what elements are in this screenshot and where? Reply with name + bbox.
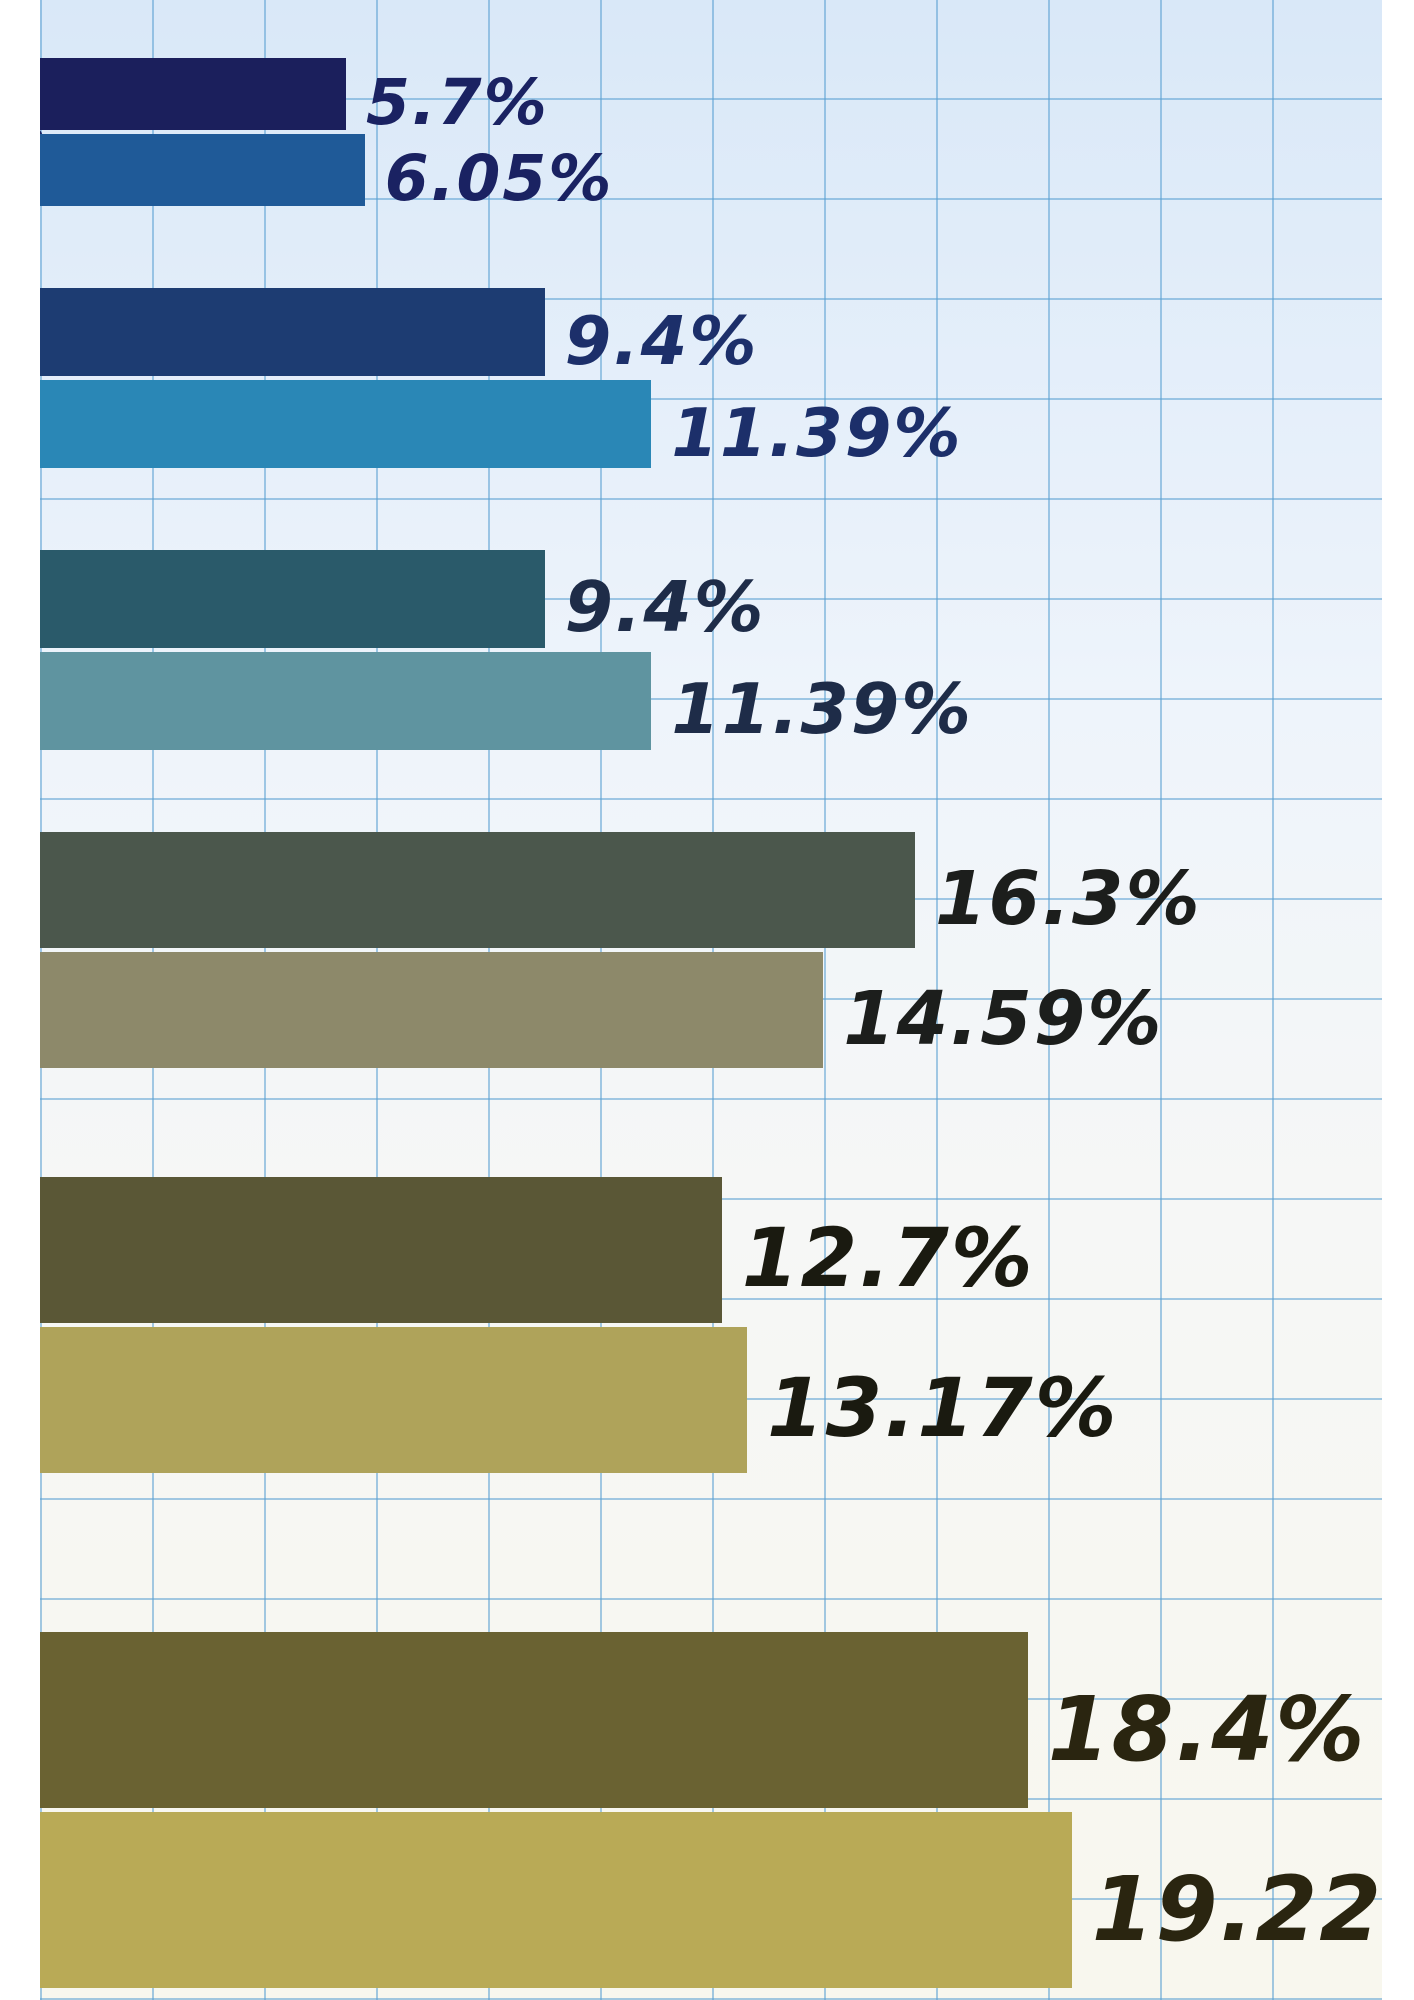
value-label: 11.39% [671, 669, 973, 751]
value-label: 11.39% [671, 393, 963, 472]
value-label: 6.05% [384, 142, 614, 216]
value-label: 5.7% [365, 66, 549, 140]
bar [40, 550, 545, 648]
bar [40, 1632, 1028, 1808]
bar [40, 288, 545, 376]
bar [40, 134, 365, 206]
value-label: 14.59% [843, 975, 1164, 1062]
value-label: 9.4% [564, 567, 766, 649]
value-label: 19.22% [1091, 1856, 1382, 1961]
value-label: 18.4% [1047, 1676, 1367, 1781]
value-label: 12.7% [741, 1211, 1035, 1307]
chart: 01– 05.7%6.05%9.4%11.39%9.4%11.39%16.3%1… [40, 0, 1382, 2000]
bar [40, 58, 346, 130]
bar [40, 832, 915, 948]
bar [40, 1812, 1072, 1988]
value-label: 9.4% [564, 301, 759, 380]
value-label: 13.17% [766, 1361, 1119, 1457]
bar [40, 1177, 722, 1323]
bar [40, 652, 652, 750]
bar [40, 1327, 747, 1473]
value-label: 16.3% [934, 855, 1202, 942]
bar [40, 952, 824, 1068]
bar [40, 380, 652, 468]
